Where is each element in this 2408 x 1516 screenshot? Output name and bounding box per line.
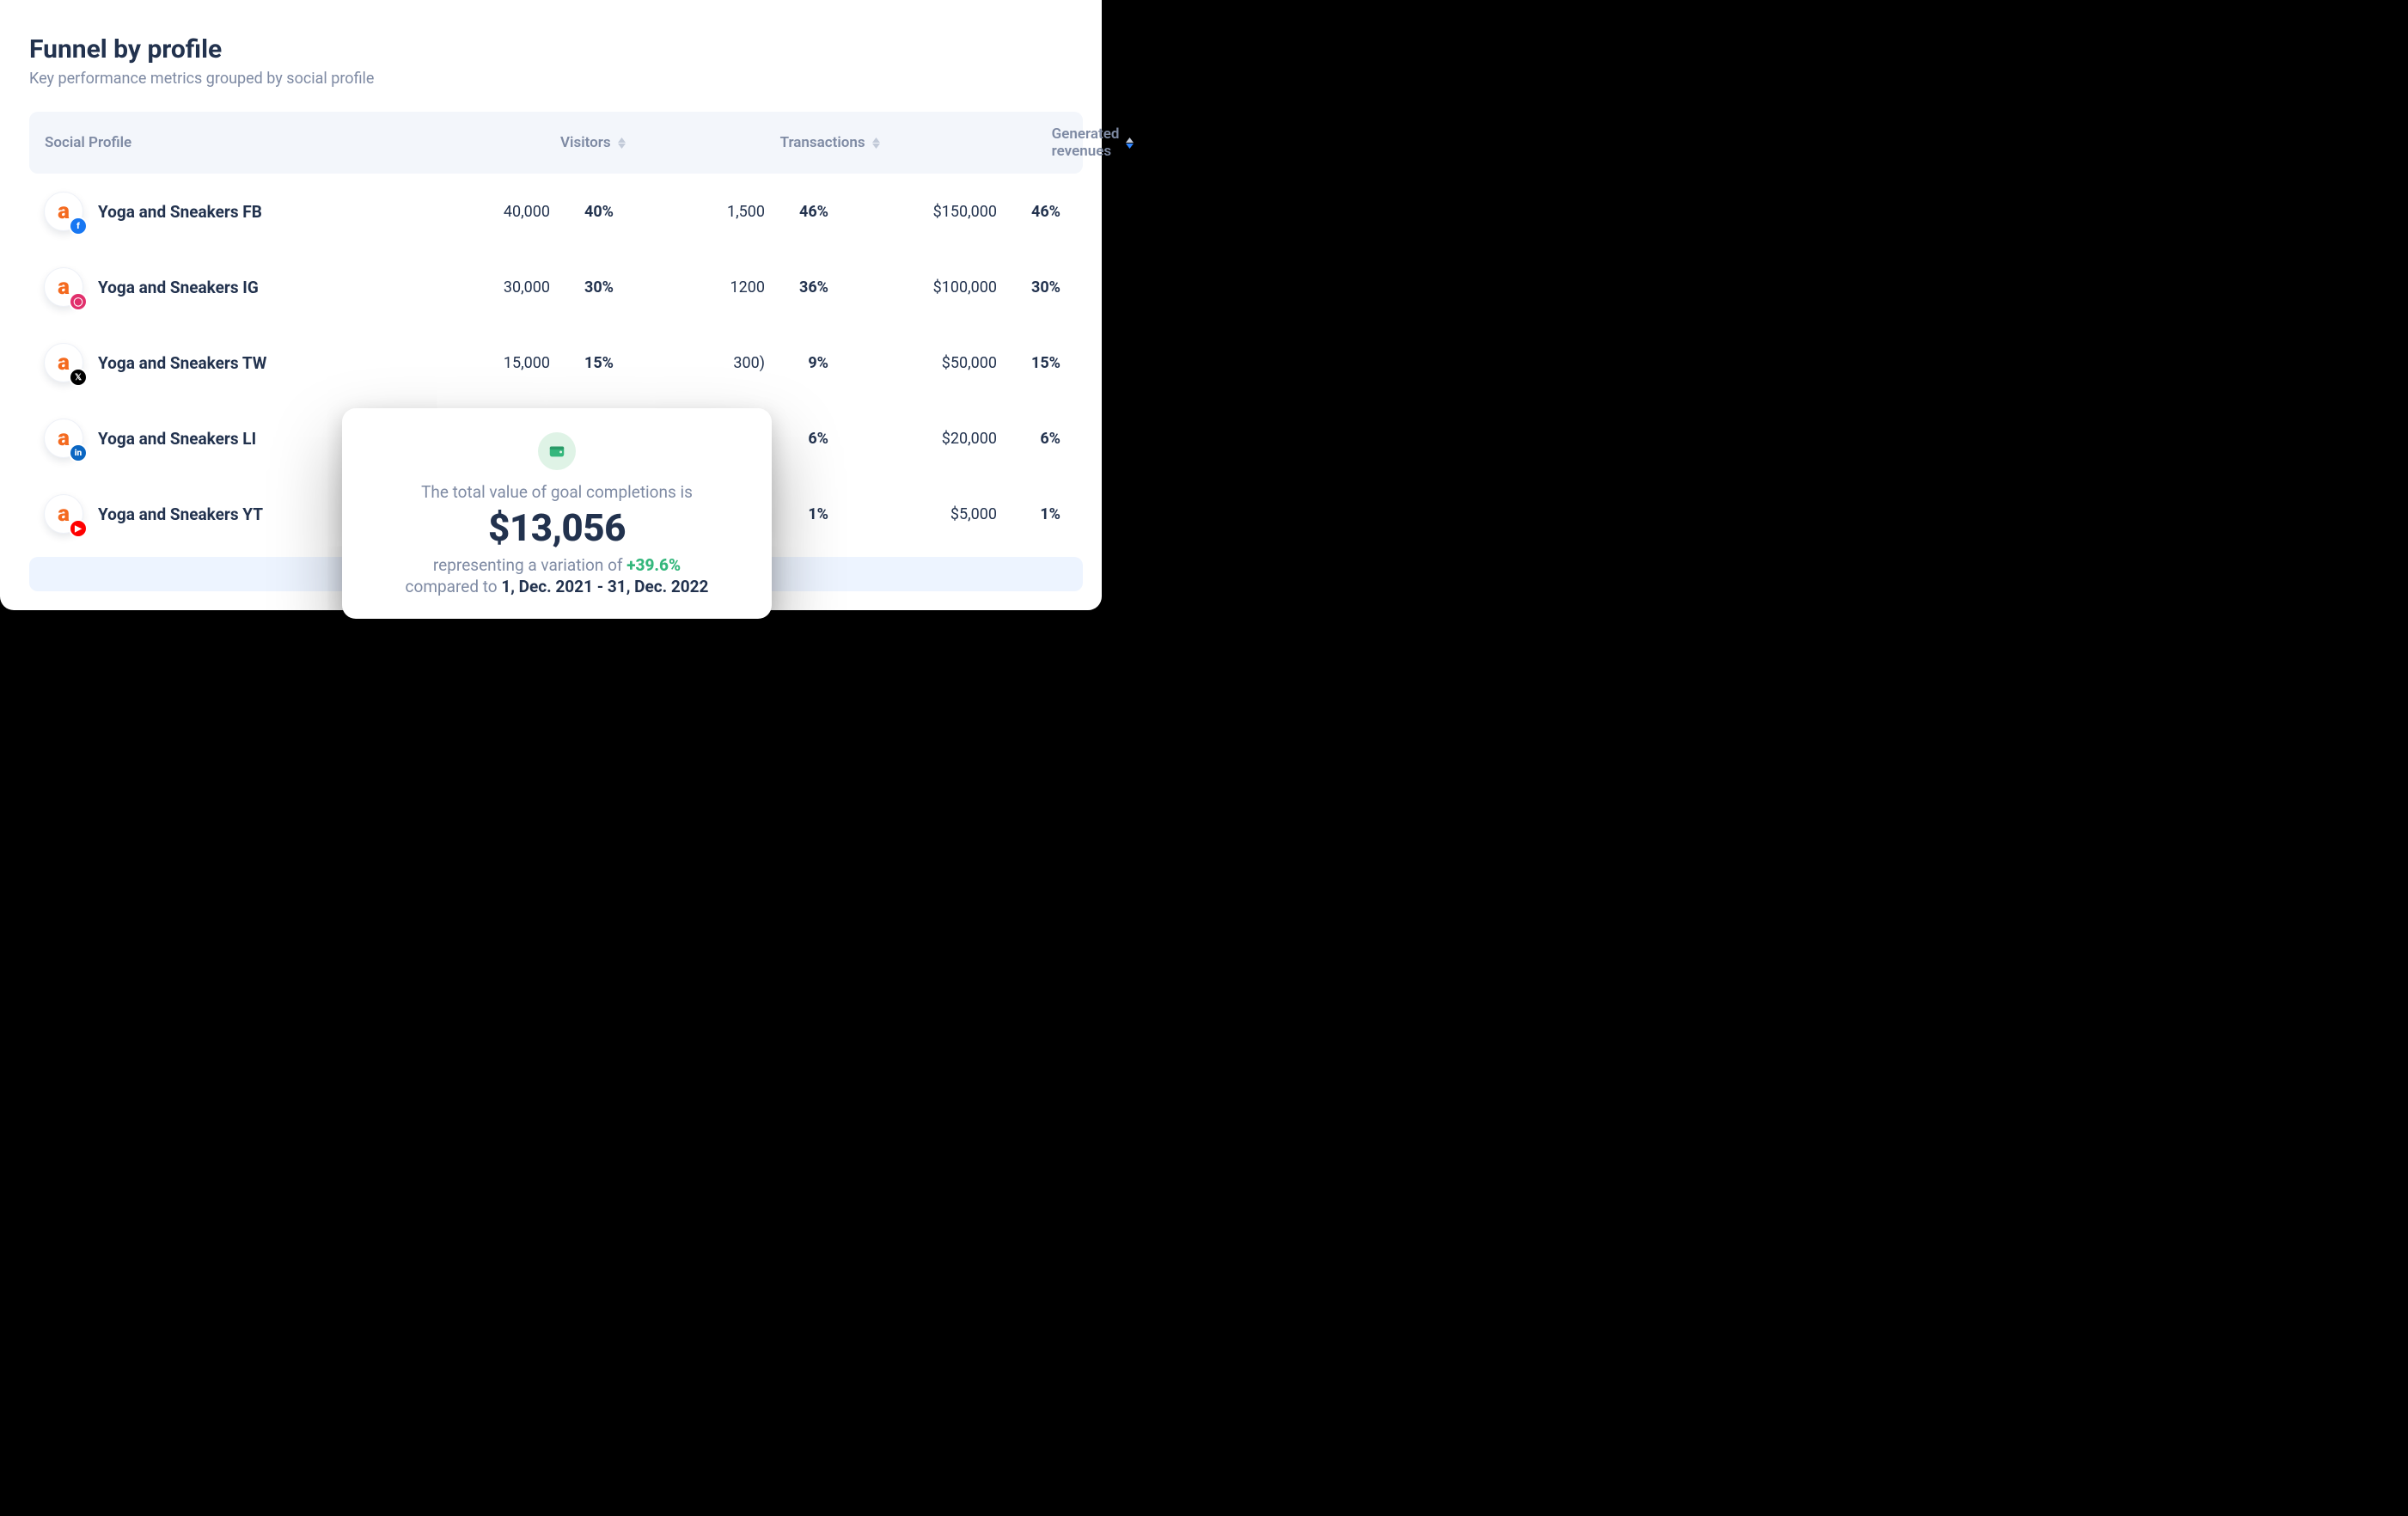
profile-name: Yoga and Sneakers IG	[98, 278, 259, 297]
visitors-pct: 40%	[560, 203, 620, 221]
popup-value: $13,056	[366, 505, 748, 550]
col-header-label: Visitors	[560, 134, 611, 151]
profile-cell[interactable]: a𝕏 Yoga and Sneakers TW	[45, 344, 406, 382]
transactions-value: 300)	[620, 354, 775, 372]
col-header-transactions[interactable]: Transactions	[780, 134, 880, 151]
transactions-value: 1,500	[620, 203, 775, 221]
popup-compare-line: compared to 1, Dec. 2021 - 31, Dec. 2022	[366, 577, 748, 596]
visitors-value: 15,000	[406, 354, 560, 372]
profile-avatar: a▶	[45, 495, 83, 533]
revenue-value: $100,000	[835, 278, 1007, 296]
table-row: a◯Yoga and Sneakers IG30,00030%120036%$1…	[29, 249, 1083, 325]
profile-cell[interactable]: a◯ Yoga and Sneakers IG	[45, 268, 406, 306]
popup-variation-pct: +39.6%	[626, 555, 681, 575]
popup-compare-prefix: compared to	[406, 577, 502, 596]
table-row: a𝕏Yoga and Sneakers TW15,00015%300)9%$50…	[29, 325, 1083, 400]
revenue-value: $20,000	[835, 430, 1007, 448]
network-badge-tw-icon: 𝕏	[70, 370, 86, 385]
network-badge-fb-icon: f	[70, 218, 86, 234]
visitors-value: 30,000	[406, 278, 560, 296]
col-header-label: Transactions	[780, 134, 865, 151]
goal-completions-popup: The total value of goal completions is $…	[342, 408, 772, 619]
popup-variation-prefix: representing a variation of	[433, 555, 626, 575]
popup-lead-text: The total value of goal completions is	[366, 482, 748, 502]
popup-variation-line: representing a variation of +39.6%	[366, 555, 748, 575]
transactions-value: 1200	[620, 278, 775, 296]
transactions-pct: 46%	[775, 203, 835, 221]
col-header-revenues[interactable]: Generated revenues	[1052, 125, 1134, 160]
revenue-pct: 30%	[1007, 278, 1067, 296]
page-subtitle: Key performance metrics grouped by socia…	[29, 70, 1083, 88]
profile-name: Yoga and Sneakers LI	[98, 429, 256, 449]
col-header-visitors[interactable]: Visitors	[560, 134, 626, 151]
profile-name: Yoga and Sneakers YT	[98, 504, 263, 524]
profile-cell[interactable]: af Yoga and Sneakers FB	[45, 193, 406, 230]
col-header-social-profile[interactable]: Social Profile	[45, 134, 406, 151]
profile-name: Yoga and Sneakers TW	[98, 353, 266, 373]
revenue-pct: 6%	[1007, 430, 1067, 448]
sort-icon	[872, 138, 880, 149]
visitors-pct: 15%	[560, 354, 620, 372]
revenue-value: $5,000	[835, 505, 1007, 523]
profile-avatar: ain	[45, 419, 83, 457]
profile-avatar: a𝕏	[45, 344, 83, 382]
network-badge-ig-icon: ◯	[70, 294, 86, 309]
network-badge-yt-icon: ▶	[70, 521, 86, 536]
revenue-pct: 46%	[1007, 203, 1067, 221]
transactions-pct: 1%	[775, 505, 835, 523]
profile-name: Yoga and Sneakers FB	[98, 202, 262, 222]
revenue-pct: 1%	[1007, 505, 1067, 523]
col-header-label: Generated revenues	[1052, 125, 1120, 160]
table-header-row: Social Profile Visitors Transactions	[29, 112, 1083, 174]
wallet-icon	[538, 432, 576, 470]
transactions-pct: 6%	[775, 430, 835, 448]
table-row: afYoga and Sneakers FB40,00040%1,50046%$…	[29, 174, 1083, 249]
profile-avatar: a◯	[45, 268, 83, 306]
network-badge-li-icon: in	[70, 445, 86, 461]
col-header-label: Social Profile	[45, 134, 131, 151]
transactions-pct: 36%	[775, 278, 835, 296]
revenue-pct: 15%	[1007, 354, 1067, 372]
page-title: Funnel by profile	[29, 34, 1083, 64]
popup-compare-range: 1, Dec. 2021 - 31, Dec. 2022	[501, 577, 708, 596]
visitors-pct: 30%	[560, 278, 620, 296]
transactions-pct: 9%	[775, 354, 835, 372]
sort-icon	[618, 138, 626, 149]
profile-avatar: af	[45, 193, 83, 230]
revenue-value: $150,000	[835, 203, 1007, 221]
revenue-value: $50,000	[835, 354, 1007, 372]
visitors-value: 40,000	[406, 203, 560, 221]
sort-icon	[1126, 138, 1134, 149]
